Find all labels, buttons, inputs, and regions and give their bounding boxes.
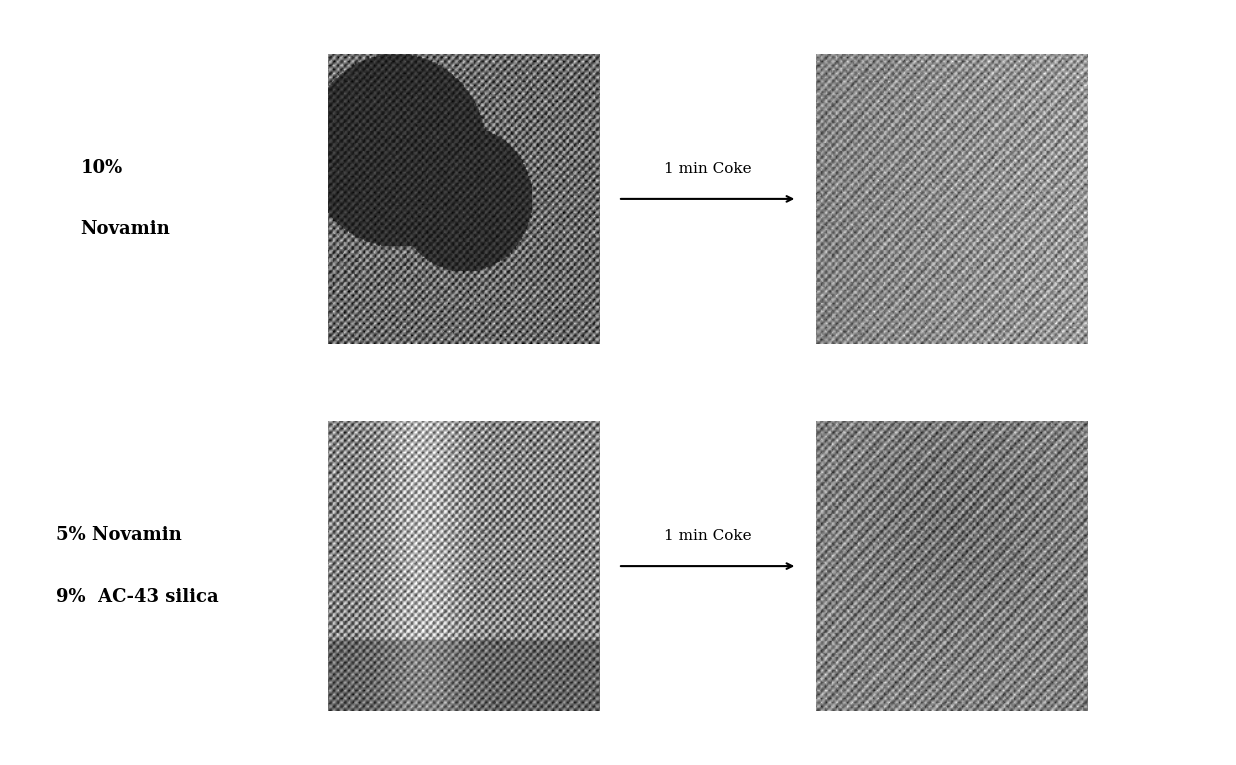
- Text: 1 min Coke: 1 min Coke: [664, 162, 751, 176]
- Text: Novamin: Novamin: [80, 220, 171, 239]
- Text: 10%: 10%: [80, 159, 122, 177]
- Text: 9%  AC-43 silica: 9% AC-43 silica: [56, 588, 219, 606]
- Text: 1 min Coke: 1 min Coke: [664, 529, 751, 543]
- Text: 5% Novamin: 5% Novamin: [56, 526, 182, 545]
